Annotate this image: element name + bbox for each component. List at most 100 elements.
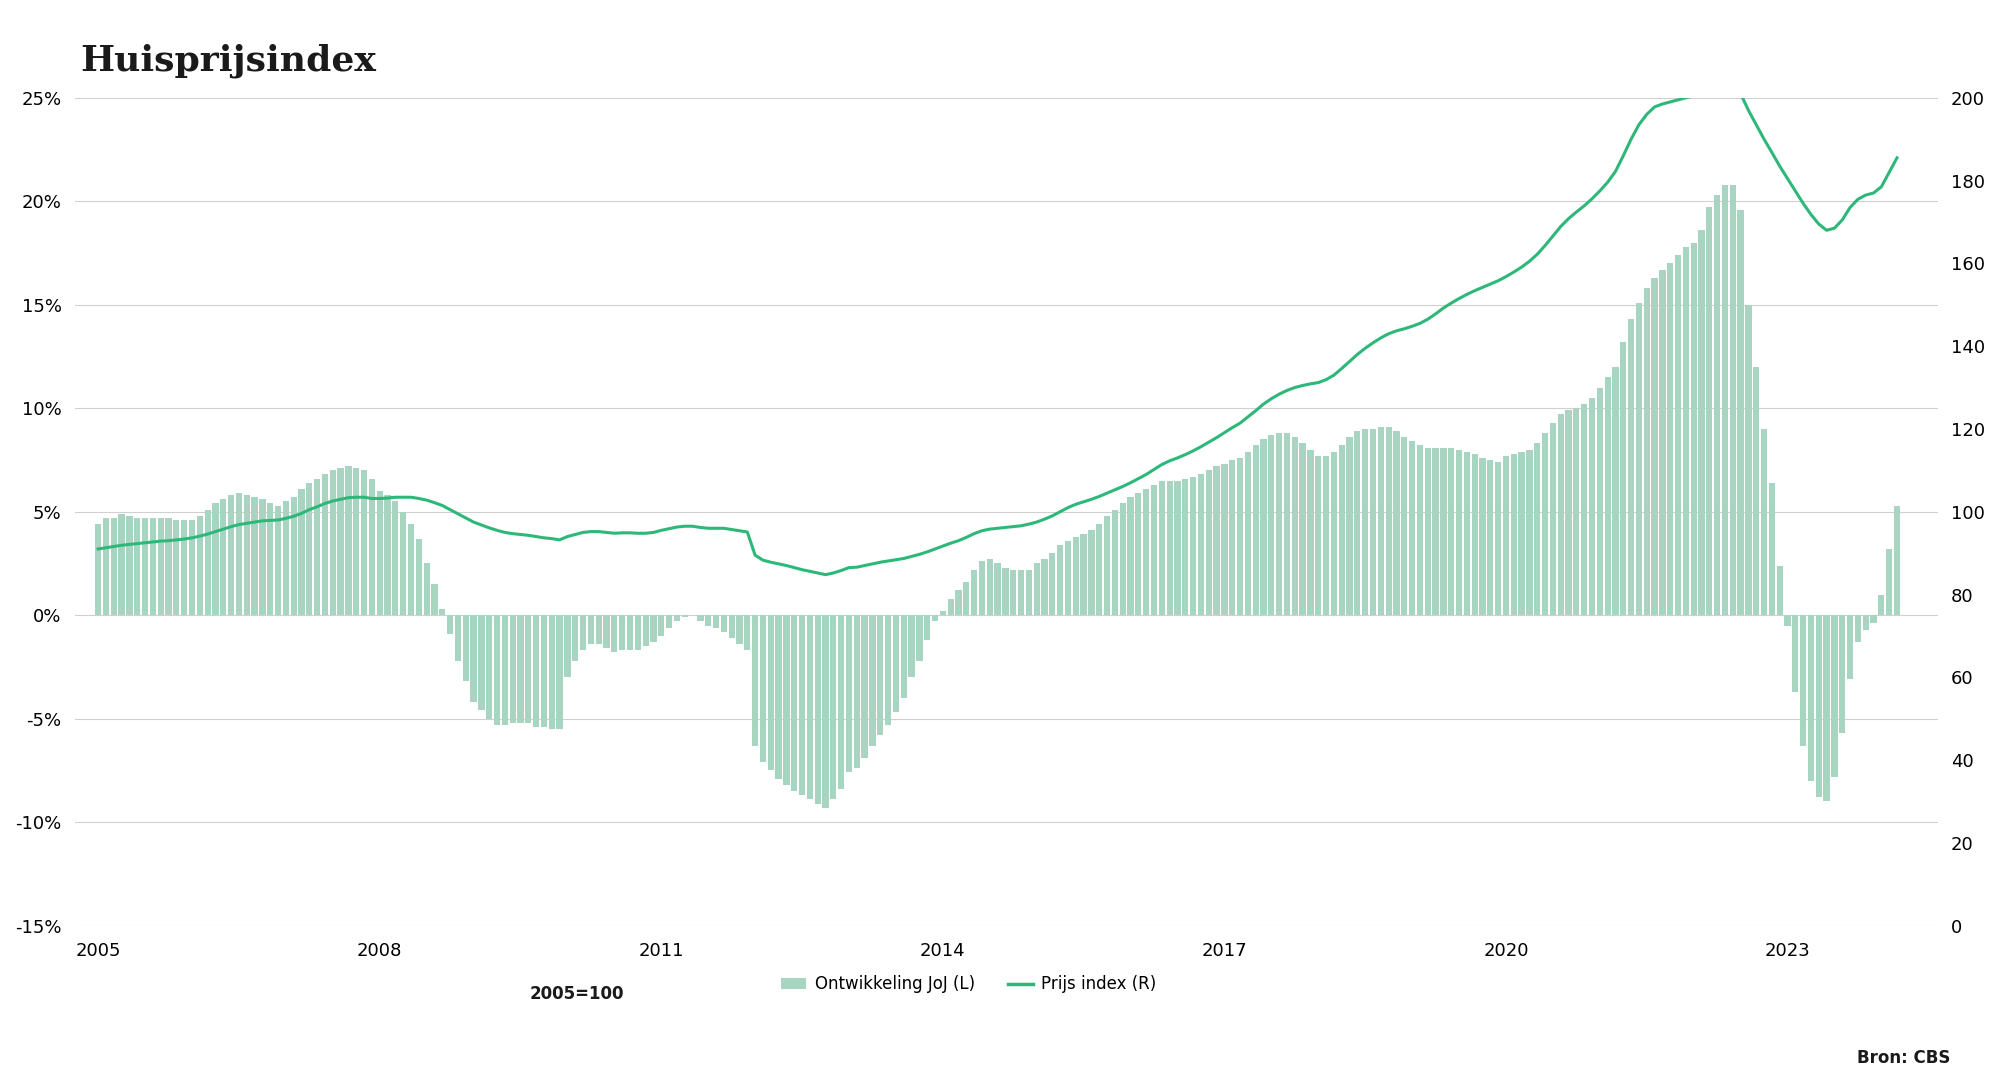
Bar (1386, 427, 1392, 615)
Bar (838, 615, 844, 790)
Bar (1456, 449, 1462, 615)
Bar (1534, 443, 1540, 615)
Bar (1722, 185, 1728, 615)
Bar (1002, 567, 1008, 615)
Bar (526, 615, 532, 722)
Bar (360, 470, 368, 615)
Bar (1072, 536, 1078, 615)
Bar (282, 501, 288, 615)
Bar (432, 584, 438, 615)
Bar (728, 615, 734, 638)
Bar (1862, 615, 1868, 629)
Bar (212, 504, 218, 615)
Bar (134, 518, 140, 615)
Bar (744, 615, 750, 651)
Bar (916, 615, 922, 661)
Prijs index (R) (860, 558, 884, 571)
Bar (228, 495, 234, 615)
Line: Prijs index (R): Prijs index (R) (98, 79, 1898, 575)
Bar (118, 513, 124, 615)
Bar (1840, 615, 1846, 733)
Bar (784, 615, 790, 785)
Bar (1330, 452, 1338, 615)
Bar (674, 615, 680, 622)
Bar (268, 504, 274, 615)
Bar (760, 615, 766, 762)
Bar (1362, 429, 1368, 615)
Bar (1150, 485, 1158, 615)
Bar (1378, 427, 1384, 615)
Bar (792, 615, 798, 791)
Bar (892, 615, 900, 713)
Bar (494, 615, 500, 725)
Bar (1206, 470, 1212, 615)
Bar (1316, 456, 1322, 615)
Bar (572, 615, 578, 661)
Bar (368, 479, 376, 615)
Prijs index (R) (344, 491, 368, 504)
Bar (862, 615, 868, 758)
Bar (1582, 404, 1588, 615)
Bar (384, 495, 390, 615)
Bar (1878, 595, 1884, 615)
Bar (1416, 445, 1424, 615)
Bar (244, 495, 250, 615)
Prijs index (R) (1886, 152, 1910, 165)
Bar (188, 520, 196, 615)
Bar (854, 615, 860, 768)
Bar (956, 590, 962, 615)
Bar (346, 466, 352, 615)
Bar (978, 561, 986, 615)
Bar (330, 470, 336, 615)
Bar (1370, 429, 1376, 615)
Bar (1222, 465, 1228, 615)
Bar (470, 615, 476, 702)
Bar (1354, 431, 1360, 615)
Prijs index (R) (134, 536, 158, 549)
Bar (1854, 615, 1862, 642)
Bar (338, 468, 344, 615)
Bar (1230, 460, 1236, 615)
Bar (1832, 615, 1838, 777)
Bar (830, 615, 836, 799)
Bar (752, 615, 758, 745)
Bar (1674, 256, 1682, 615)
Prijs index (R) (1752, 133, 1776, 146)
Bar (166, 518, 172, 615)
Bar (1792, 615, 1798, 692)
Bar (1284, 433, 1290, 615)
Prijs index (R) (1814, 224, 1838, 237)
Bar (1236, 458, 1244, 615)
Bar (1214, 466, 1220, 615)
Bar (776, 615, 782, 779)
Bar (1440, 447, 1446, 615)
Bar (642, 615, 648, 647)
Bar (964, 582, 970, 615)
Bar (110, 518, 116, 615)
Bar (1784, 615, 1790, 626)
Bar (1652, 278, 1658, 615)
Bar (502, 615, 508, 725)
Bar (1628, 319, 1634, 615)
Bar (908, 615, 914, 677)
Bar (1190, 477, 1196, 615)
Bar (884, 615, 892, 725)
Bar (1502, 456, 1510, 615)
Prijs index (R) (1830, 213, 1854, 226)
Bar (1432, 447, 1438, 615)
Bar (970, 570, 978, 615)
Bar (604, 615, 610, 649)
Bar (354, 468, 360, 615)
Bar (1064, 540, 1072, 615)
Bar (204, 510, 210, 615)
Bar (1754, 367, 1760, 615)
Bar (1730, 185, 1736, 615)
Bar (540, 615, 548, 727)
Bar (822, 615, 828, 808)
Bar (158, 518, 164, 615)
Bar (1706, 208, 1712, 615)
Bar (556, 615, 562, 729)
Bar (1058, 545, 1064, 615)
Bar (1268, 435, 1274, 615)
Prijs index (R) (814, 569, 838, 582)
